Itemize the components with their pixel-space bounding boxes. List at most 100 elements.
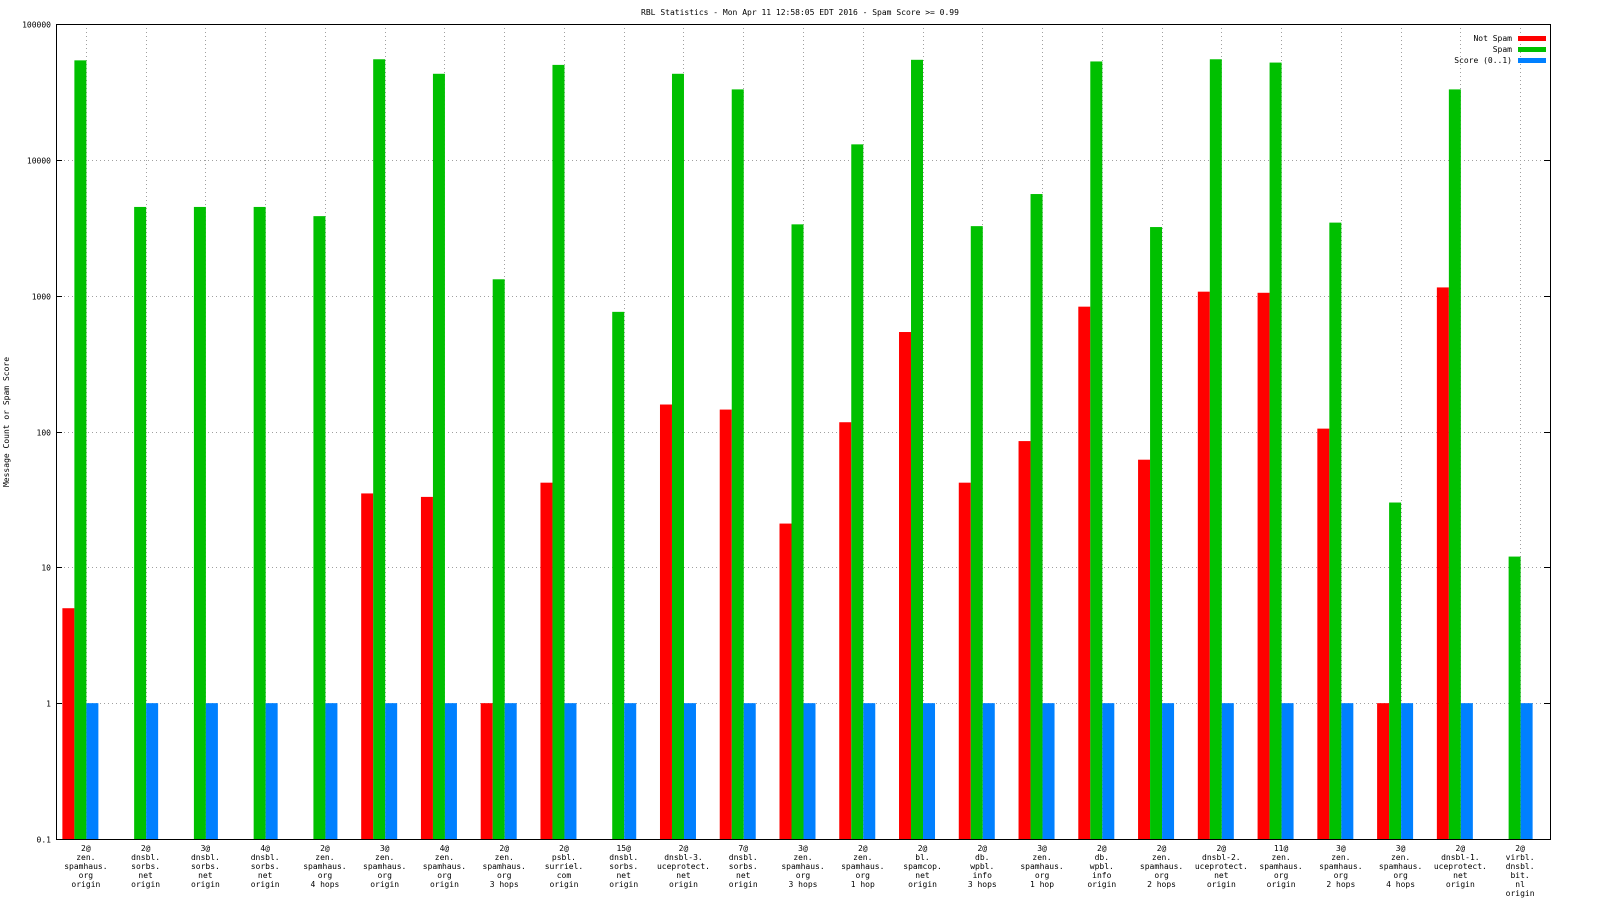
x-tick-label-line: 2 hops — [1147, 880, 1176, 889]
bar-not-spam — [540, 482, 553, 839]
x-tick-label-line: net — [915, 871, 930, 880]
x-tick-label-line: uceprotect. — [1434, 862, 1487, 871]
x-tick-label-line: spamhaus. — [483, 862, 526, 871]
x-tick-label-line: org — [437, 871, 452, 880]
x-tick-label-line: uceprotect. — [657, 862, 710, 871]
x-tick-label-line: dnsbl. — [729, 853, 758, 862]
bar-score-0-1 — [1042, 703, 1055, 839]
x-tick-label: 2@ dnsbl. sorbs. net origin — [131, 844, 160, 889]
x-tick-label-line: 2@ — [499, 844, 509, 853]
bar-score-0-1 — [385, 703, 398, 839]
x-tick-label-line: spamhaus. — [1379, 862, 1422, 871]
x-tick-label-line: org — [79, 871, 94, 880]
x-tick-label-line: org — [1154, 871, 1169, 880]
x-tick-label-line: origin — [1267, 880, 1296, 889]
x-tick-label: 3@ zen. spamhaus. org 3 hops — [781, 844, 824, 889]
x-tick-label: 2@ virbl. dnsbl. bit. nl origin — [1506, 844, 1535, 898]
x-tick-label-line: db. — [1095, 853, 1109, 862]
bar-not-spam — [958, 482, 971, 839]
bar-score-0-1 — [86, 703, 99, 839]
x-tick-label-line: net — [616, 871, 631, 880]
x-tick-label-line: 2@ — [679, 844, 689, 853]
bar-spam — [1448, 89, 1461, 839]
x-tick-label-line: dnsbl-2. — [1202, 853, 1241, 862]
x-tick-label-line: net — [1453, 871, 1468, 880]
x-tick-label-line: sorbs. — [131, 862, 160, 871]
y-tick-label: 0.1 — [37, 836, 52, 845]
bar-score-0-1 — [683, 703, 696, 839]
x-tick-label: 4@ zen. spamhaus. org origin — [423, 844, 466, 889]
bar-score-0-1 — [1221, 703, 1234, 839]
bar-score-0-1 — [982, 703, 995, 839]
x-tick-label-line: net — [676, 871, 691, 880]
x-tick-label: 3@ dnsbl. sorbs. net origin — [191, 844, 220, 889]
x-tick-label-line: 2@ — [81, 844, 91, 853]
bar-score-0-1 — [1102, 703, 1115, 839]
x-tick-label: 2@ bl. spamcop. net origin — [903, 844, 942, 889]
x-tick-label: 2@ dnsbl-2. uceprotect. net origin — [1195, 844, 1248, 889]
x-tick-label-line: info — [973, 871, 992, 880]
x-tick-label-line: zen. — [495, 853, 514, 862]
x-tick-label-line: 3 hops — [968, 880, 997, 889]
x-tick-label-line: origin — [1087, 880, 1116, 889]
x-tick-label: 2@ zen. spamhaus. org 3 hops — [483, 844, 526, 889]
x-tick-label: 2@ zen. spamhaus. org 2 hops — [1140, 844, 1183, 889]
x-tick-label: 2@ psbl. surriel. com origin — [545, 844, 584, 889]
bar-score-0-1 — [863, 703, 876, 839]
bar-not-spam — [719, 409, 732, 839]
x-tick-label-line: 2@ — [559, 844, 569, 853]
bar-spam — [253, 206, 266, 840]
x-tick-label-line: zen. — [1152, 853, 1171, 862]
x-tick-label-line: origin — [1506, 889, 1535, 898]
bar-spam — [1030, 194, 1043, 840]
bar-score-0-1 — [1401, 703, 1414, 839]
x-tick-label: 15@ dnsbl. sorbs. net origin — [609, 844, 638, 889]
x-tick-label-line: origin — [729, 880, 758, 889]
x-tick-label: 7@ dnsbl. sorbs. net origin — [729, 844, 758, 889]
x-tick-label-line: zen. — [435, 853, 454, 862]
x-tick-label-line: dnsbl-3. — [664, 853, 703, 862]
bar-spam — [134, 206, 147, 840]
bar-not-spam — [1257, 292, 1270, 839]
x-tick-label: 3@ zen. spamhaus. org 2 hops — [1319, 844, 1362, 889]
x-tick-label-line: 2@ — [1157, 844, 1167, 853]
x-tick-label-line: org — [1035, 871, 1050, 880]
x-tick-label-line: 3@ — [201, 844, 211, 853]
x-tick-label: 2@ dnsbl-3. uceprotect. net origin — [657, 844, 710, 889]
bar-score-0-1 — [624, 703, 637, 839]
x-tick-label-line: com — [557, 871, 572, 880]
x-tick-label-line: org — [497, 871, 512, 880]
x-tick-label-line: dnsbl. — [251, 853, 280, 862]
bar-spam — [313, 216, 326, 839]
gridlines — [56, 24, 1550, 839]
x-tick-label-line: net — [198, 871, 213, 880]
bar-spam — [373, 59, 386, 840]
x-tick-label-line: origin — [370, 880, 399, 889]
x-tick-label: 3@ zen. spamhaus. org 1 hop — [1020, 844, 1063, 889]
bar-score-0-1 — [1281, 703, 1294, 839]
legend-swatch — [1518, 58, 1546, 63]
bar-spam — [74, 60, 87, 839]
x-tick-label-line: 2@ — [1097, 844, 1107, 853]
x-tick-label-line: net — [1214, 871, 1229, 880]
x-tick-label-line: origin — [669, 880, 698, 889]
x-tick-label-line: zen. — [375, 853, 394, 862]
x-tick-label-line: spamhaus. — [841, 862, 884, 871]
legend-label: Spam — [1493, 45, 1512, 54]
bar-score-0-1 — [564, 703, 577, 839]
bar-score-0-1 — [1341, 703, 1354, 839]
x-tick-label-line: zen. — [315, 853, 334, 862]
bar-spam — [671, 73, 684, 839]
bar-score-0-1 — [265, 703, 278, 839]
x-tick-label-line: spamhaus. — [1140, 862, 1183, 871]
x-tick-label-line: dnsbl. — [131, 853, 160, 862]
y-tick-label: 10 — [41, 564, 51, 573]
x-tick-label-line: origin — [131, 880, 160, 889]
bar-not-spam — [361, 493, 374, 839]
x-tick-label-line: 2@ — [1515, 844, 1525, 853]
bar-spam — [492, 279, 505, 839]
x-tick-label-line: org — [1393, 871, 1408, 880]
